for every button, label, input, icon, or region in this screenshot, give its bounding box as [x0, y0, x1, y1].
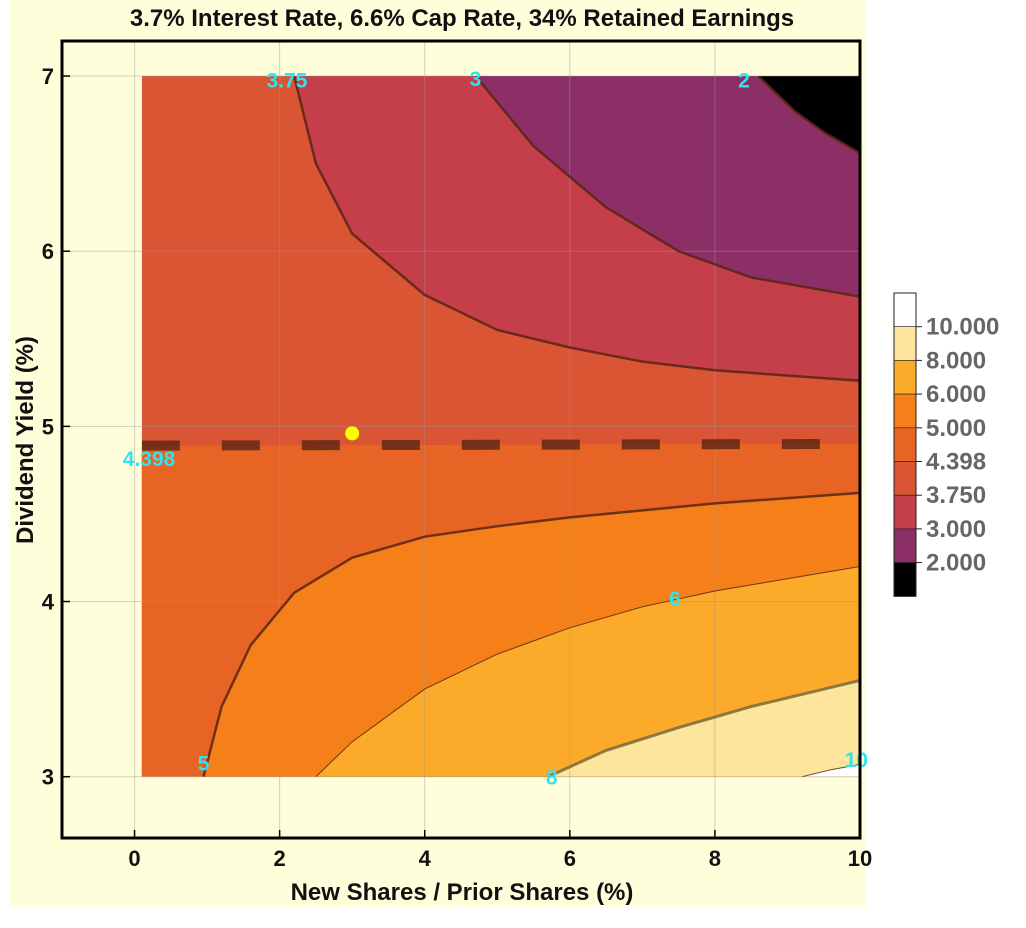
- legend-swatch: [893, 393, 917, 429]
- region-2-to-3: [475, 76, 861, 297]
- legend-label: 8.000: [926, 347, 986, 374]
- contour-labels: 3.75 3 2 4.398 6 5 8 10: [123, 68, 868, 790]
- plot-frame: [60, 39, 862, 840]
- y-tick-label: 5: [42, 414, 54, 439]
- legend-swatch: [893, 326, 917, 361]
- contour-line-2: [757, 76, 861, 155]
- legend-label: 6.000: [926, 381, 986, 408]
- contour-line-3: [474, 76, 861, 298]
- y-tick-label: 6: [42, 239, 54, 264]
- region-8-to-10: [548, 680, 861, 777]
- contour-line-3-75: [292, 76, 861, 383]
- contour-label: 3: [470, 68, 482, 91]
- contour-label: 10: [845, 749, 868, 772]
- x-tick-label: 0: [128, 846, 140, 871]
- legend-label: 3.750: [926, 482, 986, 509]
- y-axis-label: Dividend Yield (%): [12, 336, 39, 544]
- chart-title: 3.7% Interest Rate, 6.6% Cap Rate, 34% R…: [130, 5, 794, 32]
- x-tick-label: 8: [709, 846, 721, 871]
- contour-label: 2: [738, 70, 750, 93]
- y-tick-label: 4: [42, 590, 55, 615]
- contour-lines: [141, 76, 861, 777]
- y-tick-label: 7: [42, 64, 54, 89]
- legend-swatch: [893, 562, 917, 597]
- contour-line-8: [547, 678, 861, 777]
- legend-label: 4.398: [926, 449, 986, 476]
- legend-swatch: [893, 461, 917, 496]
- contour-label: 8: [546, 767, 558, 790]
- legend-swatch: [893, 292, 917, 328]
- legend-label: 10.000: [926, 314, 999, 341]
- x-tick-label: 6: [564, 846, 576, 871]
- axis-ticks: 0 2 4 6 8 10 3 4 5 6 7: [42, 64, 872, 871]
- y-tick-label: 3: [42, 765, 54, 790]
- legend-label: 3.000: [926, 516, 986, 543]
- current-point-marker: [345, 426, 360, 441]
- contour-label: 5: [198, 753, 210, 776]
- x-tick-label: 4: [419, 846, 432, 871]
- x-tick-label: 2: [274, 846, 286, 871]
- contour-label: 4.398: [123, 448, 176, 471]
- color-legend: 10.000 8.000 6.000 5.000 4.398 3.750 3.000 2.00…: [893, 292, 999, 597]
- legend-swatch: [893, 427, 917, 462]
- region-below-2: [758, 76, 861, 154]
- contour-fills: [141, 76, 861, 777]
- legend-swatch: [893, 528, 917, 563]
- legend-label: 2.000: [926, 550, 986, 577]
- contour-line-6: [315, 566, 861, 777]
- marker-layer: [345, 426, 360, 441]
- contour-line-5: [202, 491, 861, 777]
- legend-frame: [893, 292, 917, 597]
- x-tick-label: 10: [848, 846, 872, 871]
- legend-swatch: [893, 494, 917, 530]
- legend-swatch: [893, 360, 917, 395]
- legend-label: 5.000: [926, 415, 986, 442]
- contour-line-10: [801, 763, 861, 777]
- contour-label: 6: [669, 588, 681, 611]
- x-axis-label: New Shares / Prior Shares (%): [291, 879, 634, 906]
- contour-label: 3.75: [266, 70, 307, 93]
